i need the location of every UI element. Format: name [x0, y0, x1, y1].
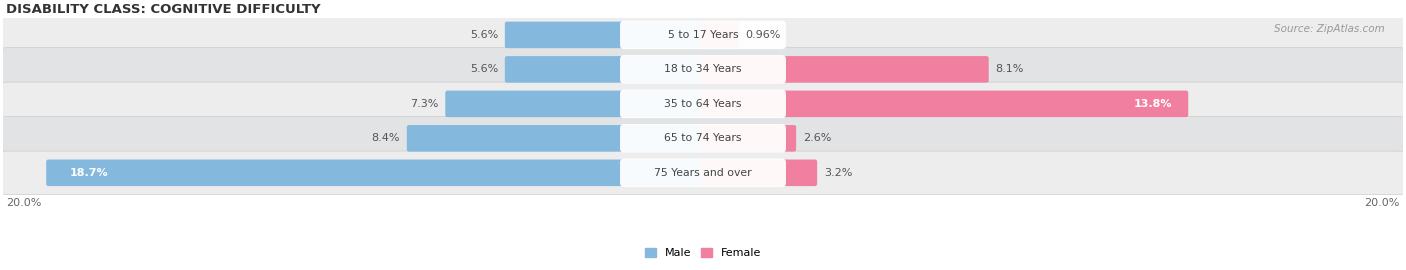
FancyBboxPatch shape: [446, 90, 704, 117]
FancyBboxPatch shape: [620, 90, 786, 118]
Text: 5 to 17 Years: 5 to 17 Years: [668, 30, 738, 40]
FancyBboxPatch shape: [702, 22, 738, 48]
FancyBboxPatch shape: [620, 158, 786, 187]
FancyBboxPatch shape: [0, 82, 1406, 126]
Text: 7.3%: 7.3%: [411, 99, 439, 109]
Text: 35 to 64 Years: 35 to 64 Years: [664, 99, 742, 109]
FancyBboxPatch shape: [505, 22, 704, 48]
FancyBboxPatch shape: [620, 124, 786, 153]
Text: 0.96%: 0.96%: [745, 30, 780, 40]
Text: 8.1%: 8.1%: [995, 64, 1024, 74]
FancyBboxPatch shape: [0, 151, 1406, 194]
FancyBboxPatch shape: [0, 13, 1406, 57]
Text: 5.6%: 5.6%: [470, 64, 498, 74]
FancyBboxPatch shape: [406, 125, 704, 151]
FancyBboxPatch shape: [702, 56, 988, 83]
Text: 2.6%: 2.6%: [803, 133, 831, 143]
Legend: Male, Female: Male, Female: [641, 243, 765, 263]
Text: 75 Years and over: 75 Years and over: [654, 168, 752, 178]
FancyBboxPatch shape: [702, 90, 1188, 117]
Text: 18 to 34 Years: 18 to 34 Years: [664, 64, 742, 74]
Text: 18.7%: 18.7%: [69, 168, 108, 178]
Text: DISABILITY CLASS: COGNITIVE DIFFICULTY: DISABILITY CLASS: COGNITIVE DIFFICULTY: [6, 3, 321, 16]
Text: 20.0%: 20.0%: [6, 198, 42, 208]
FancyBboxPatch shape: [505, 56, 704, 83]
FancyBboxPatch shape: [702, 125, 796, 151]
FancyBboxPatch shape: [620, 55, 786, 84]
Text: 3.2%: 3.2%: [824, 168, 852, 178]
Text: 8.4%: 8.4%: [371, 133, 401, 143]
FancyBboxPatch shape: [46, 160, 704, 186]
Text: 5.6%: 5.6%: [470, 30, 498, 40]
Text: 13.8%: 13.8%: [1133, 99, 1173, 109]
Text: Source: ZipAtlas.com: Source: ZipAtlas.com: [1274, 24, 1385, 34]
FancyBboxPatch shape: [702, 160, 817, 186]
FancyBboxPatch shape: [0, 48, 1406, 91]
Text: 20.0%: 20.0%: [1364, 198, 1400, 208]
Text: 65 to 74 Years: 65 to 74 Years: [664, 133, 742, 143]
FancyBboxPatch shape: [620, 21, 786, 49]
FancyBboxPatch shape: [0, 117, 1406, 160]
